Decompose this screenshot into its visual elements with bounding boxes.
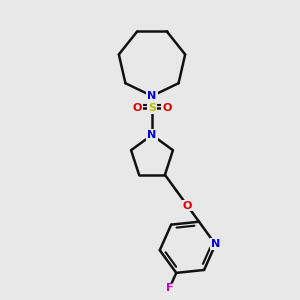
Text: N: N — [147, 91, 157, 101]
Text: O: O — [183, 200, 192, 211]
Text: O: O — [132, 103, 142, 113]
Text: F: F — [166, 284, 173, 293]
Text: N: N — [211, 239, 220, 249]
Text: N: N — [147, 130, 157, 140]
Text: S: S — [148, 103, 156, 113]
Text: O: O — [162, 103, 172, 113]
